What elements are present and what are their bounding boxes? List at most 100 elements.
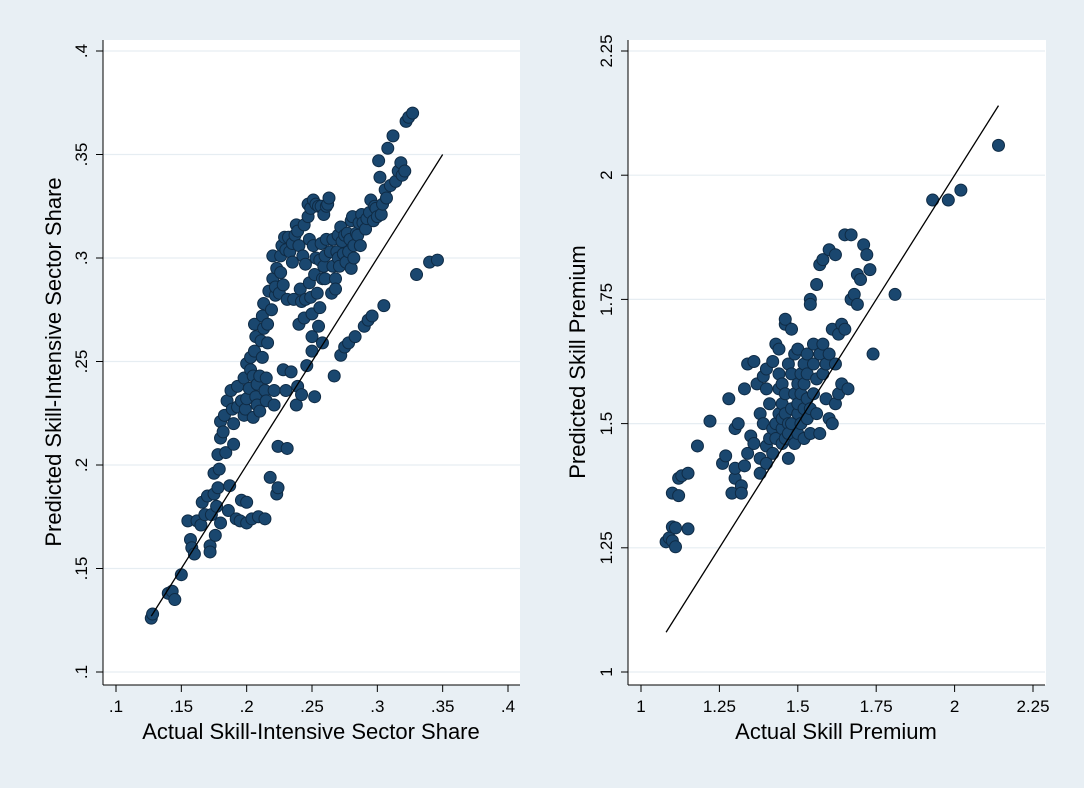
scatter-point xyxy=(212,462,226,476)
right-scatter-points xyxy=(659,138,1006,554)
scatter-point xyxy=(810,407,824,421)
y-tick-label: 1.25 xyxy=(597,531,616,564)
right-y-axis-title: Predicted Skill Premium xyxy=(565,245,590,479)
scatter-point xyxy=(816,337,830,351)
scatter-point xyxy=(800,347,814,361)
scatter-point xyxy=(300,359,314,373)
scatter-point xyxy=(381,141,395,155)
scatter-point xyxy=(313,301,327,315)
scatter-point xyxy=(844,228,858,242)
scatter-point xyxy=(285,255,299,269)
x-tick-label: .4 xyxy=(501,697,515,716)
scatter-point xyxy=(803,297,817,311)
y-tick-label: .1 xyxy=(72,665,91,679)
scatter-point xyxy=(308,390,322,404)
scatter-point xyxy=(280,441,294,455)
scatter-point xyxy=(373,170,387,184)
scatter-point xyxy=(267,398,281,412)
scatter-point xyxy=(203,545,217,559)
scatter-point xyxy=(722,392,736,406)
scatter-point xyxy=(348,330,362,344)
scatter-point xyxy=(410,268,424,282)
scatter-point xyxy=(255,350,269,364)
scatter-point xyxy=(863,263,877,277)
scatter-point xyxy=(850,297,864,311)
scatter-point xyxy=(261,336,275,350)
right-x-axis-title: Actual Skill Premium xyxy=(735,719,937,744)
scatter-point xyxy=(703,414,717,428)
x-tick-label: .15 xyxy=(170,697,194,716)
scatter-point xyxy=(271,481,285,495)
y-tick-label: 2 xyxy=(597,170,616,179)
y-tick-label: .25 xyxy=(72,350,91,374)
scatter-point xyxy=(353,239,367,253)
fit-line xyxy=(665,105,1000,633)
x-tick-label: .3 xyxy=(370,697,384,716)
scatter-point xyxy=(719,449,733,463)
scatter-point xyxy=(741,446,755,460)
scatter-point xyxy=(168,593,182,607)
scatter-point xyxy=(747,436,761,450)
scatter-point xyxy=(766,355,780,368)
scatter-point xyxy=(214,516,228,530)
left-x-axis-title: Actual Skill-Intensive Sector Share xyxy=(142,719,480,744)
y-tick-label: .15 xyxy=(72,557,91,581)
scatter-point xyxy=(329,282,343,296)
scatter-point xyxy=(398,164,412,178)
left-gridlines xyxy=(103,50,520,673)
fit-line xyxy=(150,154,444,617)
scatter-point xyxy=(386,129,400,143)
left-scatter-points xyxy=(144,106,444,625)
scatter-point xyxy=(681,466,695,480)
scatter-point xyxy=(866,347,880,361)
scatter-point xyxy=(289,398,303,412)
scatter-point xyxy=(216,425,230,439)
right-reference-line xyxy=(665,105,1000,633)
y-tick-label: .3 xyxy=(72,251,91,265)
y-tick-label: 2.25 xyxy=(597,34,616,67)
scatter-point xyxy=(259,371,273,385)
right-axes xyxy=(621,40,1045,692)
scatter-point xyxy=(838,322,852,336)
scatter-point xyxy=(310,286,324,300)
scatter-point xyxy=(276,278,290,292)
x-tick-label: 2.25 xyxy=(1016,697,1049,716)
scatter-point xyxy=(284,365,298,379)
right-tick-labels: 1 1.25 1.5 1.75 2 2.25 1 1.25 1.5 1.75 2 2.25 xyxy=(597,34,1050,716)
y-tick-label: .2 xyxy=(72,458,91,472)
scatter-point xyxy=(377,299,391,313)
scatter-point xyxy=(668,540,682,554)
scatter-point xyxy=(365,309,379,323)
scatter-point xyxy=(690,439,704,453)
scatter-point xyxy=(731,417,745,431)
scatter-point xyxy=(253,404,267,418)
scatter-point xyxy=(822,347,836,361)
scatter-point xyxy=(208,528,222,542)
scatter-point xyxy=(240,495,254,509)
scatter-point xyxy=(379,191,393,205)
scatter-point xyxy=(322,191,336,205)
scatter-point xyxy=(347,251,361,265)
left-reference-line xyxy=(150,154,444,617)
scatter-point xyxy=(772,342,786,356)
scatter-point xyxy=(681,522,695,536)
left-axes xyxy=(96,40,520,692)
scatter-point xyxy=(734,486,748,500)
x-tick-label: .35 xyxy=(431,697,455,716)
scatter-point xyxy=(992,138,1006,152)
x-tick-label: 2 xyxy=(950,697,959,716)
scatter-point xyxy=(941,193,955,207)
scatter-point xyxy=(785,322,799,336)
x-tick-label: .25 xyxy=(300,697,324,716)
scatter-point xyxy=(279,383,293,397)
scatter-point xyxy=(806,357,820,371)
scatter-point xyxy=(295,388,309,402)
scatter-point xyxy=(372,154,386,168)
scatter-point xyxy=(747,355,761,368)
scatter-point xyxy=(954,183,968,197)
y-tick-label: .4 xyxy=(72,44,91,58)
x-tick-label: 1.25 xyxy=(703,697,736,716)
scatter-point xyxy=(263,470,277,484)
scatter-point xyxy=(227,417,241,431)
x-tick-label: .2 xyxy=(240,697,254,716)
